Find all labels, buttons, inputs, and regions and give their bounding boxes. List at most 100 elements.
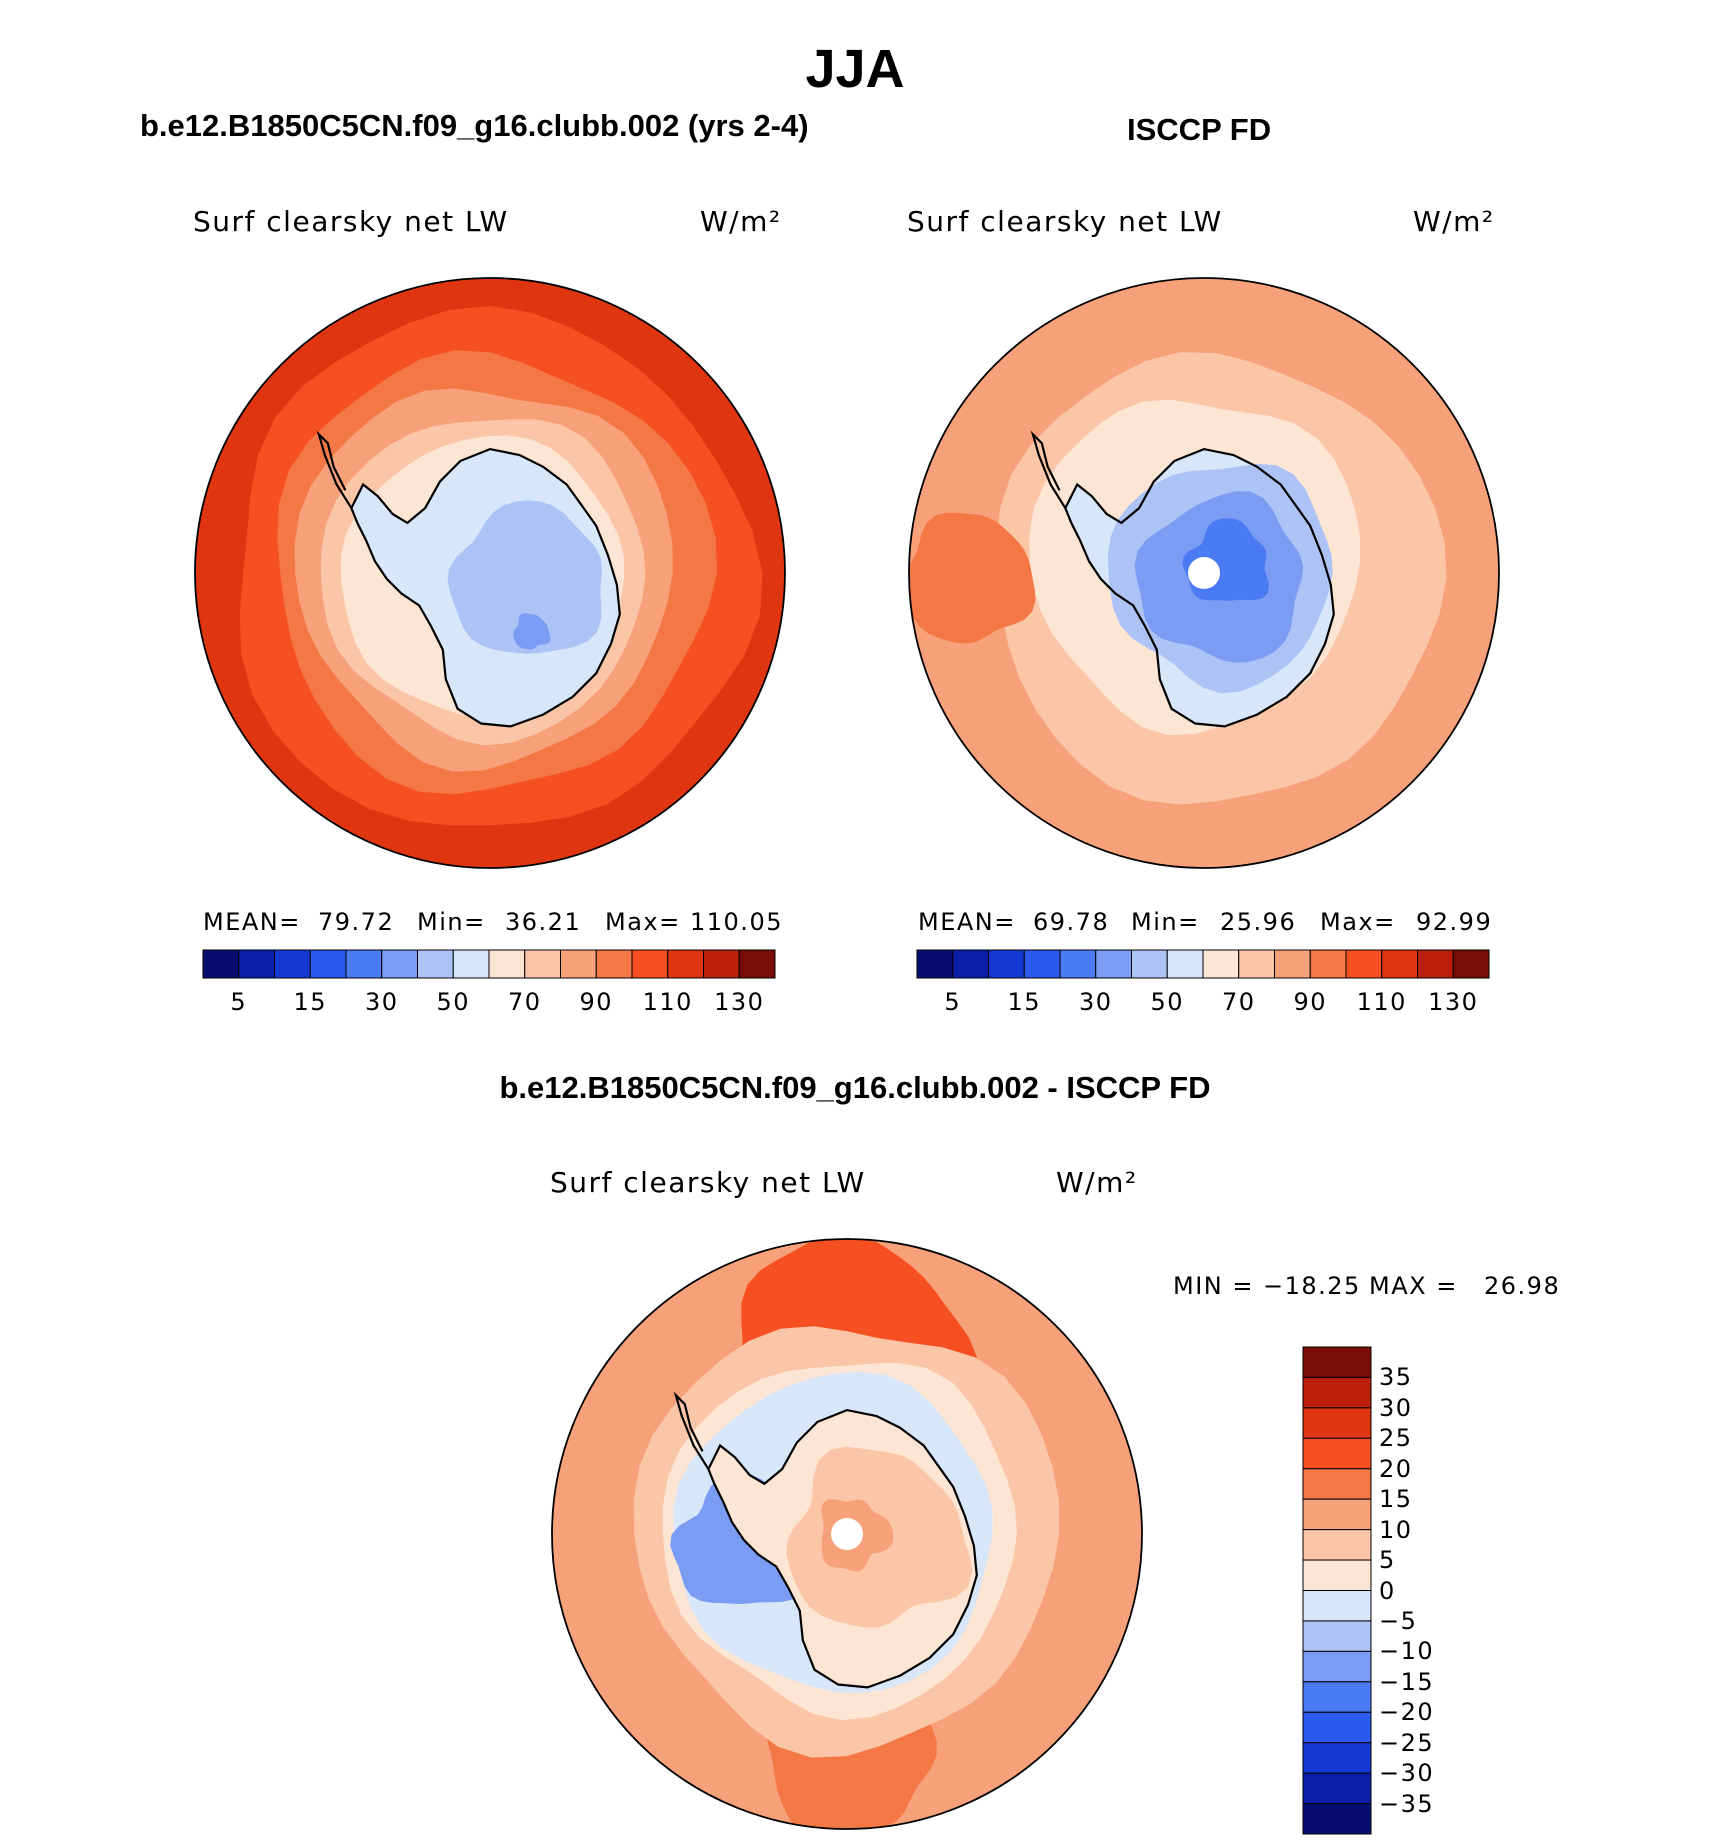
polar-map-2	[908, 277, 1500, 869]
colorbar-tick-label: 50	[1150, 988, 1185, 1016]
colorbar-tick-label: 50	[436, 988, 471, 1016]
coastline	[707, 1408, 978, 1689]
colorbar-tick-label: 130	[1428, 988, 1479, 1016]
colorbar-tick-label: 5	[944, 988, 962, 1016]
colorbar-swatch	[1417, 949, 1454, 979]
panel-3-max-label: MAX =	[1369, 1272, 1458, 1300]
colorbar-swatch	[1302, 1376, 1372, 1409]
coastline	[1064, 447, 1335, 728]
colorbar-swatch	[1302, 1437, 1372, 1470]
polar-map-1	[194, 277, 786, 869]
colorbar-swatch	[1381, 949, 1418, 979]
colorbar-swatch	[1302, 1742, 1372, 1774]
colorbar-swatch	[1309, 949, 1347, 979]
colorbar-swatch	[417, 949, 454, 979]
colorbar-swatch	[309, 949, 347, 979]
coastline	[350, 447, 621, 728]
colorbar-swatch	[667, 949, 704, 979]
colorbar-swatch	[1302, 1346, 1372, 1378]
colorbar-swatch	[1302, 1681, 1372, 1713]
panel-2-max: 92.99	[1416, 908, 1493, 936]
colorbar-swatch	[1274, 949, 1311, 979]
contour-band	[447, 500, 603, 654]
panel-2-title: ISCCP FD	[1127, 112, 1272, 147]
peninsula-coastline	[1030, 430, 1067, 509]
colorbar-tick-label: 35	[1379, 1363, 1413, 1392]
colorbar-tick-label: 110	[642, 988, 693, 1016]
panel-2-units: W/m²	[1413, 205, 1495, 238]
colorbar-tick-label: −35	[1379, 1789, 1435, 1818]
colorbar-tick-label: −25	[1379, 1728, 1435, 1757]
map-boundary	[551, 1238, 1143, 1830]
colorbar-swatch	[595, 949, 633, 979]
colorbar-swatch	[1023, 949, 1061, 979]
colorbar-swatch	[916, 949, 954, 979]
colorbar-swatch	[1302, 1529, 1372, 1561]
colorbar-swatch	[1302, 1559, 1372, 1591]
colorbar-swatch	[345, 949, 383, 979]
colorbar-1	[202, 949, 776, 979]
colorbar-swatch	[1302, 1772, 1372, 1805]
colorbar-swatch	[560, 949, 597, 979]
peninsula-coastline	[673, 1391, 710, 1470]
colorbar-tick-label: 90	[579, 988, 614, 1016]
panel-3-variable: Surf clearsky net LW	[550, 1166, 866, 1199]
panel-1-mean-label: MEAN=	[203, 908, 301, 936]
colorbar-swatch	[1302, 1407, 1372, 1439]
panel-1-units: W/m²	[700, 205, 782, 238]
panel-2-variable: Surf clearsky net LW	[907, 205, 1223, 238]
panel-3-min: −18.25	[1263, 1272, 1361, 1300]
panel-1-max-label: Max=	[605, 908, 681, 936]
colorbar-tick-label: 30	[1379, 1393, 1413, 1422]
colorbar-swatch	[738, 949, 776, 979]
colorbar-swatch	[988, 949, 1025, 979]
colorbar-swatch	[1302, 1650, 1372, 1683]
colorbar-tick-label: 15	[1007, 988, 1042, 1016]
panel-1-max: 110.05	[690, 908, 783, 936]
colorbar-swatch	[1202, 949, 1240, 979]
colorbar-tick-label: 25	[1379, 1424, 1413, 1453]
colorbar-tick-label: 110	[1356, 988, 1407, 1016]
colorbar-swatch	[1452, 949, 1490, 979]
colorbar-tick-label: 5	[230, 988, 248, 1016]
colorbar-swatch	[452, 949, 490, 979]
pole-missing-data	[831, 1518, 863, 1550]
colorbar-swatch	[1302, 1590, 1372, 1622]
contour-band	[513, 613, 551, 650]
colorbar-swatch	[631, 949, 669, 979]
colorbar-tick-label: −30	[1379, 1759, 1435, 1788]
colorbar-swatch	[1238, 949, 1275, 979]
colorbar-swatch	[238, 949, 275, 979]
figure-title: JJA	[805, 39, 905, 99]
colorbar-swatch	[703, 949, 740, 979]
colorbar-swatch	[1302, 1620, 1372, 1652]
colorbar-swatch	[1059, 949, 1097, 979]
diff-panel-title: b.e12.B1850C5CN.f09_g16.clubb.002 - ISCC…	[499, 1070, 1211, 1105]
colorbar-swatch	[1302, 1468, 1372, 1500]
colorbar-tick-label: 0	[1379, 1576, 1396, 1605]
colorbar-swatch	[1166, 949, 1204, 979]
colorbar-tick-label: −5	[1379, 1606, 1418, 1635]
colorbar-tick-label: 70	[507, 988, 542, 1016]
panel-1-title: b.e12.B1850C5CN.f09_g16.clubb.002 (yrs 2…	[140, 108, 809, 143]
contour-band	[909, 512, 1036, 644]
colorbar-swatch	[274, 949, 311, 979]
colorbar-swatch	[952, 949, 989, 979]
colorbar-tick-label: 70	[1221, 988, 1256, 1016]
panel-3-max: 26.98	[1484, 1272, 1561, 1300]
colorbar-swatch	[1095, 949, 1132, 979]
colorbar-swatch	[381, 949, 418, 979]
colorbar-tick-label: 20	[1379, 1454, 1413, 1483]
colorbar-tick-label: 30	[1078, 988, 1113, 1016]
colorbar-swatch	[1345, 949, 1383, 979]
map-boundary	[194, 277, 786, 869]
panel-1-min: 36.21	[505, 908, 582, 936]
colorbar-3	[1302, 1346, 1372, 1835]
colorbar-swatch	[1302, 1803, 1372, 1835]
panel-2-mean-label: MEAN=	[918, 908, 1016, 936]
panel-3-min-label: MIN =	[1173, 1272, 1254, 1300]
colorbar-tick-label: −10	[1379, 1637, 1435, 1666]
colorbar-swatch	[1302, 1711, 1372, 1744]
colorbar-tick-label: 5	[1379, 1546, 1396, 1575]
